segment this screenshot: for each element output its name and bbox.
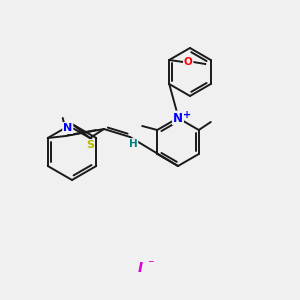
Text: N: N — [63, 123, 72, 133]
Text: O: O — [184, 57, 193, 67]
Text: N: N — [173, 112, 183, 124]
Text: ⁻: ⁻ — [147, 259, 153, 272]
Text: +: + — [183, 110, 191, 120]
Text: H: H — [129, 139, 137, 149]
Text: I: I — [137, 261, 142, 275]
Text: S: S — [86, 140, 94, 150]
